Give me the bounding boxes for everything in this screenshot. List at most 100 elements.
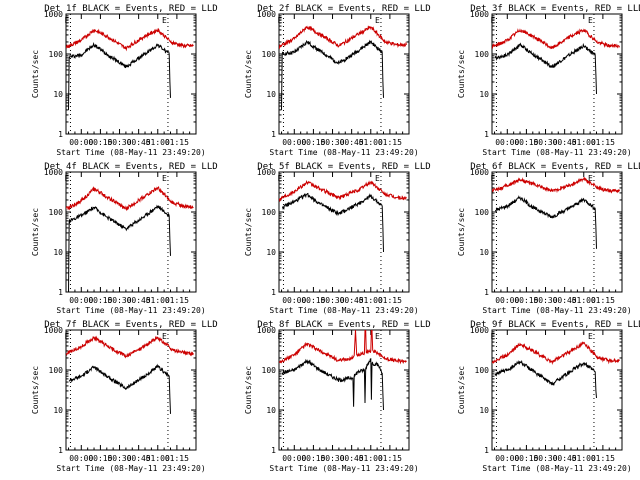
y-tick-label: 100 xyxy=(49,50,64,59)
y-tick-label: 1 xyxy=(58,288,63,297)
plot-frame xyxy=(491,13,623,135)
events-series-line xyxy=(494,195,597,249)
panel-3: Det 3f BLACK = Events, RED = LLD 1 10 100 10… xyxy=(457,4,640,157)
x-tick-label: 01:00 xyxy=(572,454,596,463)
y-axis-label: Counts/sec xyxy=(457,366,466,414)
y-tick-label: 100 xyxy=(475,208,490,217)
y-axis-label: Counts/sec xyxy=(31,208,40,256)
x-tick-label: 00:30 xyxy=(320,454,344,463)
x-tick-label: 01:15 xyxy=(378,138,402,147)
panel-title: Det 5f BLACK = Events, RED = LLD xyxy=(257,162,430,172)
panel-2: Det 2f BLACK = Events, RED = LLD 1 10 100 10… xyxy=(244,4,431,157)
y-tick-label: 1000 xyxy=(470,168,489,177)
plot-frame xyxy=(278,13,410,135)
y-tick-label: 10 xyxy=(479,406,489,415)
x-tick-label: 00:15 xyxy=(301,296,325,305)
x-tick-label: 00:15 xyxy=(514,454,538,463)
event-flag: E xyxy=(162,332,167,341)
panel-title: Det 3f BLACK = Events, RED = LLD xyxy=(470,4,640,14)
lld-series-line xyxy=(279,179,407,202)
y-tick-label: 1000 xyxy=(470,326,489,335)
x-axis-label: Start Time (08-May-11 23:49:20) xyxy=(482,148,631,157)
event-flag: E xyxy=(64,174,69,183)
x-tick-label: 01:15 xyxy=(165,138,189,147)
x-tick-label: 01:15 xyxy=(165,454,189,463)
panel-7: Det 7f BLACK = Events, RED = LLD 1 10 100 10… xyxy=(31,320,218,473)
x-tick-label: 00:00 xyxy=(282,454,306,463)
x-tick-label: 01:15 xyxy=(591,296,615,305)
event-flag: E xyxy=(64,16,69,25)
y-axis-label: Counts/sec xyxy=(31,50,40,98)
y-tick-label: 1 xyxy=(484,288,489,297)
x-tick-label: 01:00 xyxy=(146,138,170,147)
y-tick-label: 1000 xyxy=(470,10,489,19)
panel-1: Det 1f BLACK = Events, RED = LLD 1 10 100 10… xyxy=(31,4,218,157)
panel-9: Det 9f BLACK = Events, RED = LLD 1 10 100 10… xyxy=(457,320,640,473)
event-flag: E xyxy=(588,174,593,183)
panel-title: Det 9f BLACK = Events, RED = LLD xyxy=(470,320,640,330)
x-tick-label: 01:15 xyxy=(591,454,615,463)
x-tick-label: 01:00 xyxy=(359,296,383,305)
lld-series-line xyxy=(279,25,407,50)
y-tick-label: 10 xyxy=(53,248,63,257)
x-tick-label: 00:15 xyxy=(301,454,325,463)
plot-frame xyxy=(491,329,623,451)
panel-title: Det 6f BLACK = Events, RED = LLD xyxy=(470,162,640,172)
x-tick-label: 00:30 xyxy=(107,296,131,305)
event-flag: E xyxy=(375,332,380,341)
events-series-line xyxy=(281,192,384,253)
x-tick-label: 01:00 xyxy=(572,296,596,305)
x-tick-label: 00:30 xyxy=(533,454,557,463)
x-tick-label: 00:45 xyxy=(127,138,151,147)
x-tick-label: 00:30 xyxy=(320,296,344,305)
y-tick-label: 10 xyxy=(53,90,63,99)
x-tick-label: 00:30 xyxy=(320,138,344,147)
panel-title: Det 7f BLACK = Events, RED = LLD xyxy=(44,320,217,330)
event-flag: E xyxy=(277,332,282,341)
lld-series-line xyxy=(492,177,620,194)
x-axis-label: Start Time (08-May-11 23:49:20) xyxy=(56,464,205,473)
event-flag: E xyxy=(375,16,380,25)
events-series-line xyxy=(494,42,597,95)
panel-4: Det 4f BLACK = Events, RED = LLD 1 10 100 10… xyxy=(31,162,218,315)
x-tick-label: 00:00 xyxy=(282,138,306,147)
x-tick-label: 00:00 xyxy=(495,138,519,147)
x-tick-label: 00:45 xyxy=(340,138,364,147)
x-tick-label: 00:15 xyxy=(301,138,325,147)
y-tick-label: 1 xyxy=(58,130,63,139)
events-series-line xyxy=(68,363,171,414)
event-flag: E xyxy=(277,16,282,25)
event-flag: E xyxy=(162,174,167,183)
y-tick-label: 1000 xyxy=(257,10,276,19)
x-tick-label: 00:00 xyxy=(495,454,519,463)
y-tick-label: 1 xyxy=(271,288,276,297)
x-axis-label: Start Time (08-May-11 23:49:20) xyxy=(56,148,205,157)
x-axis-label: Start Time (08-May-11 23:49:20) xyxy=(482,464,631,473)
lld-series-line xyxy=(279,330,407,365)
x-axis-label: Start Time (08-May-11 23:49:20) xyxy=(269,464,418,473)
x-axis-label: Start Time (08-May-11 23:49:20) xyxy=(269,148,418,157)
plot-frame xyxy=(278,329,410,451)
x-axis-label: Start Time (08-May-11 23:49:20) xyxy=(482,306,631,315)
x-tick-label: 00:30 xyxy=(533,296,557,305)
panel-5: Det 5f BLACK = Events, RED = LLD 1 10 100 10… xyxy=(244,162,431,315)
y-axis-label: Counts/sec xyxy=(244,366,253,414)
y-tick-label: 1000 xyxy=(257,168,276,177)
x-tick-label: 00:00 xyxy=(495,296,519,305)
panel-title: Det 4f BLACK = Events, RED = LLD xyxy=(44,162,217,172)
lld-series-line xyxy=(66,27,194,52)
x-tick-label: 01:00 xyxy=(572,138,596,147)
y-tick-label: 10 xyxy=(479,90,489,99)
x-tick-label: 00:45 xyxy=(553,454,577,463)
events-series-line xyxy=(494,359,597,399)
x-tick-label: 00:15 xyxy=(514,296,538,305)
y-tick-label: 100 xyxy=(475,50,490,59)
y-tick-label: 10 xyxy=(53,406,63,415)
x-tick-label: 00:45 xyxy=(340,296,364,305)
y-tick-label: 100 xyxy=(49,208,64,217)
plot-frame xyxy=(65,329,197,451)
x-tick-label: 00:00 xyxy=(282,296,306,305)
y-axis-label: Counts/sec xyxy=(31,366,40,414)
x-tick-label: 01:15 xyxy=(378,296,402,305)
